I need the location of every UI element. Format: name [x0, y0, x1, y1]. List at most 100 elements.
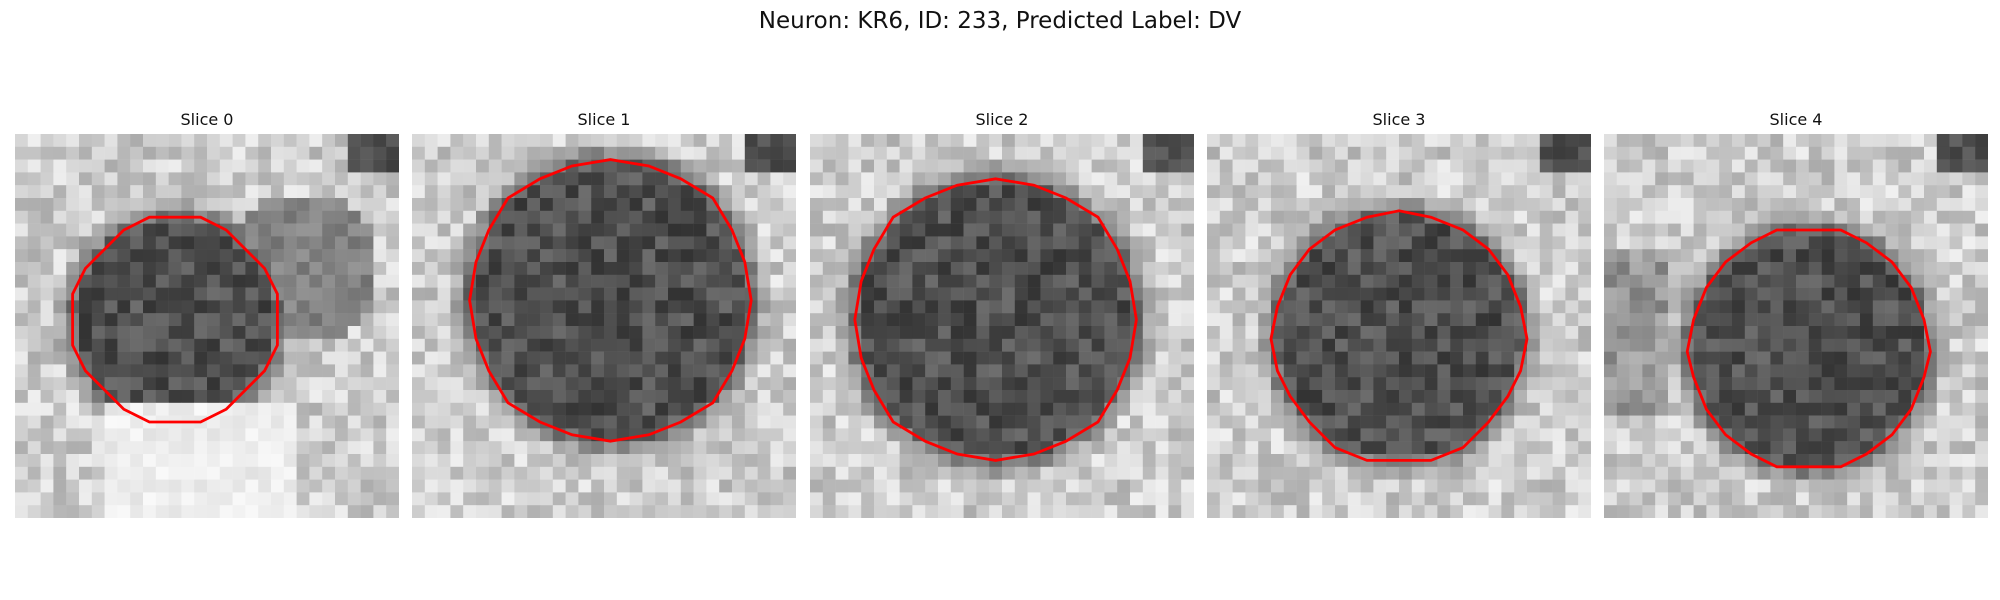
pixel: [1924, 300, 1938, 314]
pixel: [181, 351, 195, 365]
pixel: [1949, 454, 1963, 468]
pixel: [912, 505, 926, 518]
pixel: [1002, 428, 1016, 442]
pixel: [578, 402, 592, 416]
pixel: [861, 505, 875, 518]
pixel: [925, 210, 939, 224]
pixel: [66, 402, 80, 416]
pixel: [322, 300, 336, 314]
pixel: [1386, 287, 1400, 301]
pixel: [1629, 402, 1643, 416]
pixel: [1130, 262, 1144, 276]
pixel: [155, 441, 169, 455]
pixel: [1207, 466, 1221, 480]
pixel: [912, 466, 926, 480]
pixel: [1604, 236, 1618, 250]
pixel: [783, 300, 796, 314]
pixel: [1117, 185, 1131, 199]
pixel: [1155, 300, 1169, 314]
pixel: [565, 249, 579, 263]
pixel: [373, 262, 387, 276]
pixel: [1936, 146, 1950, 160]
pixel: [1104, 338, 1118, 352]
pixel: [53, 223, 67, 237]
pixel: [66, 415, 80, 429]
pixel: [822, 300, 836, 314]
pixel: [1399, 326, 1413, 340]
pixel: [1027, 492, 1041, 506]
pixel: [1232, 134, 1246, 148]
pixel: [770, 134, 784, 148]
pixel: [335, 505, 349, 518]
pixel: [347, 134, 361, 148]
pixel: [104, 492, 118, 506]
pixel: [989, 262, 1003, 276]
pixel: [1732, 377, 1746, 391]
pixel: [1066, 505, 1080, 518]
pixel: [963, 287, 977, 301]
pixel: [591, 364, 605, 378]
pixel: [899, 479, 913, 493]
pixel: [322, 390, 336, 404]
pixel: [1424, 326, 1438, 340]
pixel: [437, 300, 451, 314]
pixel: [1616, 134, 1630, 148]
pixel: [680, 390, 694, 404]
pixel: [527, 249, 541, 263]
pixel: [886, 134, 900, 148]
pixel: [1655, 313, 1669, 327]
pixel: [1719, 505, 1733, 518]
pixel: [91, 364, 105, 378]
pixel: [680, 185, 694, 199]
pixel: [1258, 198, 1272, 212]
pixel: [1386, 249, 1400, 263]
pixel: [1373, 441, 1387, 455]
pixel: [1283, 326, 1297, 340]
pixel: [1155, 274, 1169, 288]
pixel: [1335, 146, 1349, 160]
pixel: [706, 223, 720, 237]
pixel: [437, 390, 451, 404]
pixel: [1117, 210, 1131, 224]
pixel: [976, 454, 990, 468]
pixel: [1130, 326, 1144, 340]
pixel: [1283, 505, 1297, 518]
pixel: [861, 466, 875, 480]
pixel: [463, 172, 477, 186]
pixel: [1002, 223, 1016, 237]
pixel: [335, 428, 349, 442]
pixel: [1014, 428, 1028, 442]
pixel: [501, 223, 515, 237]
pixel: [757, 172, 771, 186]
pixel: [1975, 441, 1988, 455]
pixel: [604, 479, 618, 493]
pixel: [810, 274, 824, 288]
pixel: [1552, 313, 1566, 327]
pixel: [1719, 223, 1733, 237]
pixel: [296, 198, 310, 212]
pixel: [1168, 402, 1182, 416]
pixel: [1078, 172, 1092, 186]
pixel: [1142, 326, 1156, 340]
pixel: [1411, 249, 1425, 263]
pixel: [1668, 428, 1682, 442]
pixel: [1040, 223, 1054, 237]
pixel: [1847, 159, 1861, 173]
pixel: [950, 159, 964, 173]
pixel: [848, 351, 862, 365]
pixel: [386, 338, 399, 352]
pixel: [1821, 287, 1835, 301]
pixel: [629, 262, 643, 276]
pixel: [835, 505, 849, 518]
pixel: [1847, 198, 1861, 212]
pixel: [1207, 223, 1221, 237]
pixel: [15, 249, 29, 263]
pixel: [271, 377, 285, 391]
pixel: [1002, 351, 1016, 365]
pixel: [283, 454, 297, 468]
pixel: [1053, 198, 1067, 212]
pixel: [1847, 326, 1861, 340]
pixel: [1283, 236, 1297, 250]
pixel: [1924, 146, 1938, 160]
pixel: [1898, 223, 1912, 237]
